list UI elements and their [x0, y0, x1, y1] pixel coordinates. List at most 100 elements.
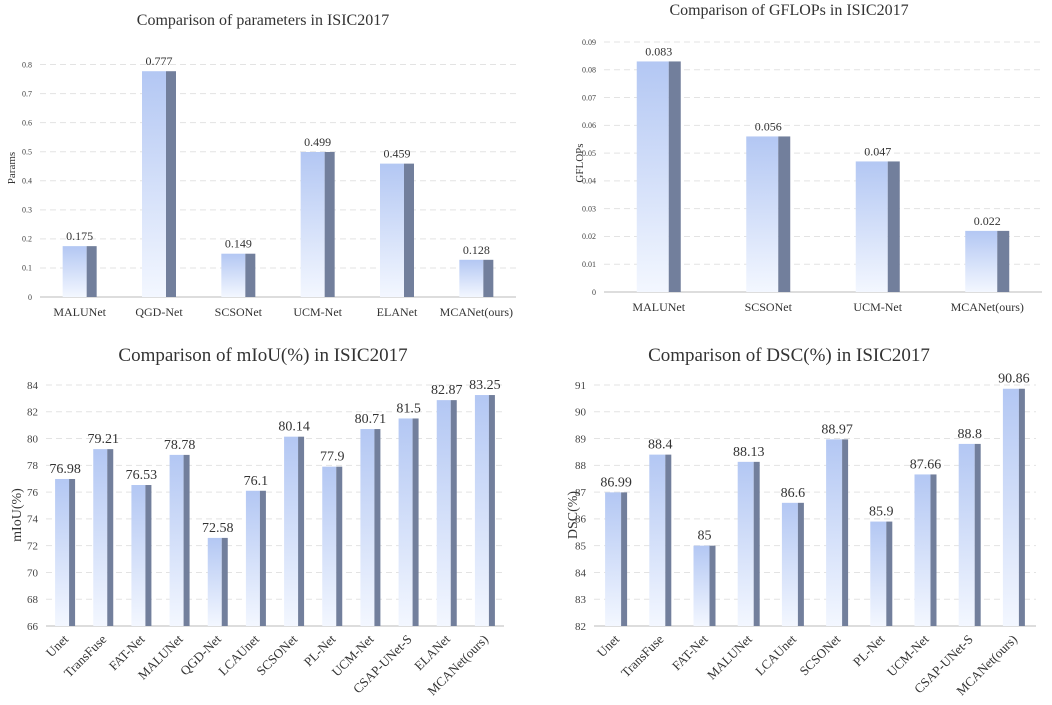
x-tick-label: SCSONet	[745, 300, 793, 314]
chart-title: Comparison of GFLOPs in ISIC2017	[669, 2, 909, 19]
data-label: 88.13	[733, 445, 765, 460]
x-tick-label: PL-Net	[850, 631, 888, 669]
bar-shade	[886, 521, 893, 626]
y-tick-label: 0.7	[22, 89, 32, 98]
bar	[169, 454, 184, 626]
y-tick-label: 0.02	[582, 232, 596, 241]
gflops-bar-chart: 0 0.01 0.02 0.03 0.04 0.05 0.06 0.07 0.08 0.09 0.0…	[582, 38, 1042, 314]
data-label: 86.99	[600, 475, 632, 490]
params-chart-panel: Comparison of parameters in ISIC2017 Par…	[0, 0, 526, 330]
bar-shade	[86, 246, 97, 297]
bar-shade	[997, 230, 1010, 292]
data-label: 88.8	[957, 427, 982, 442]
dsc-bar-chart: 82 83 84 85 86 87 88 89 90 91 86.99 Unet 88.4 TransFu…	[575, 372, 1036, 698]
data-label: 0.128	[463, 243, 490, 257]
data-label: 0.175	[66, 229, 93, 243]
bar	[914, 474, 931, 626]
x-tick-label: FAT-Net	[669, 631, 711, 673]
y-tick-label: 0.6	[22, 118, 32, 127]
bar-shade	[797, 502, 804, 626]
bar	[605, 492, 622, 626]
bar	[870, 521, 887, 626]
bar-shade	[412, 418, 419, 626]
data-label: 76.98	[49, 462, 81, 477]
chart-title: Comparison of mIoU(%) in ISIC2017	[118, 345, 408, 366]
bar	[958, 443, 975, 626]
bar-shade	[709, 545, 716, 626]
x-tick-label: ELANet	[377, 305, 418, 319]
data-label: 81.5	[396, 401, 421, 416]
bar-shade	[221, 537, 228, 626]
x-tick-label: Unet	[43, 631, 72, 660]
bar-shade	[483, 259, 494, 297]
x-tick-label: LCAUnet	[215, 631, 262, 678]
y-tick-label: 76	[27, 487, 39, 499]
bar	[284, 436, 299, 626]
bar-shade	[778, 136, 791, 292]
data-label: 79.21	[88, 432, 120, 447]
bar	[131, 485, 146, 626]
x-tick-label: Unet	[594, 631, 623, 660]
y-tick-label: 84	[575, 567, 587, 579]
bar	[649, 454, 666, 626]
x-tick-label: MALUNet	[632, 300, 685, 314]
bar	[636, 61, 669, 292]
miou-bar-chart: 66 68 70 72 74 76 78 80 82 84 76.98 Unet 79.21 TransF…	[27, 378, 504, 698]
bar	[221, 253, 246, 297]
y-tick-label: 0.05	[582, 149, 596, 158]
y-tick-label: 0.1	[22, 264, 32, 273]
dsc-chart-panel: Comparison of DSC(%) in ISIC2017 DSC(%) …	[526, 335, 1052, 705]
bar	[459, 259, 484, 297]
x-tick-label: SCSONet	[253, 631, 300, 678]
data-label: 78.78	[164, 438, 196, 453]
data-label: 88.97	[821, 422, 853, 437]
bar-shade	[930, 474, 937, 626]
y-tick-label: 0	[28, 293, 32, 302]
y-tick-label: 70	[27, 567, 39, 579]
y-tick-label: 91	[575, 380, 586, 392]
bar	[474, 395, 489, 626]
data-label: 0.149	[225, 237, 252, 251]
bar-shade	[324, 151, 335, 297]
bar	[322, 466, 337, 626]
x-tick-label: MCANet(ours)	[440, 305, 513, 319]
x-tick-label: UCM-Net	[853, 300, 902, 314]
data-label: 0.056	[755, 119, 782, 133]
data-label: 0.459	[384, 147, 411, 161]
y-tick-label: 72	[27, 541, 38, 553]
x-tick-label: TransFuse	[61, 631, 110, 680]
y-tick-label: 0.06	[582, 121, 596, 130]
data-label: 87.66	[910, 457, 942, 472]
y-tick-label: 87	[575, 487, 587, 499]
y-tick-label: 0.5	[22, 148, 32, 157]
bar-shade	[668, 61, 681, 292]
data-label: 0.047	[864, 144, 891, 158]
y-tick-label: 0.09	[582, 38, 596, 47]
y-tick-label: 0.8	[22, 60, 32, 69]
x-tick-label: SCSONet	[215, 305, 263, 319]
data-label: 80.14	[278, 420, 310, 435]
y-tick-label: 0.03	[582, 204, 596, 213]
x-tick-label: TransFuse	[618, 631, 667, 680]
y-tick-label: 0.01	[582, 260, 596, 269]
miou-chart-panel: Comparison of mIoU(%) in ISIC2017 mIoU(%…	[0, 335, 526, 705]
data-label: 90.86	[998, 372, 1029, 387]
bar	[781, 502, 798, 626]
y-tick-label: 78	[27, 460, 39, 472]
y-tick-label: 82	[27, 407, 38, 419]
bar	[300, 151, 325, 297]
data-label: 88.4	[648, 438, 673, 453]
x-tick-label: LCAUnet	[752, 631, 799, 678]
y-tick-label: 0.04	[582, 177, 596, 186]
y-tick-label: 90	[575, 407, 587, 419]
data-label: 0.022	[974, 214, 1001, 228]
y-tick-label: 68	[27, 594, 39, 606]
data-label: 76.1	[244, 474, 269, 489]
bar-shade	[183, 454, 190, 626]
data-label: 85.9	[869, 505, 894, 520]
y-tick-label: 0.08	[582, 66, 596, 75]
bar	[398, 418, 413, 626]
bar-shade	[842, 439, 849, 626]
bar	[55, 478, 70, 626]
bar-shade	[450, 400, 457, 626]
